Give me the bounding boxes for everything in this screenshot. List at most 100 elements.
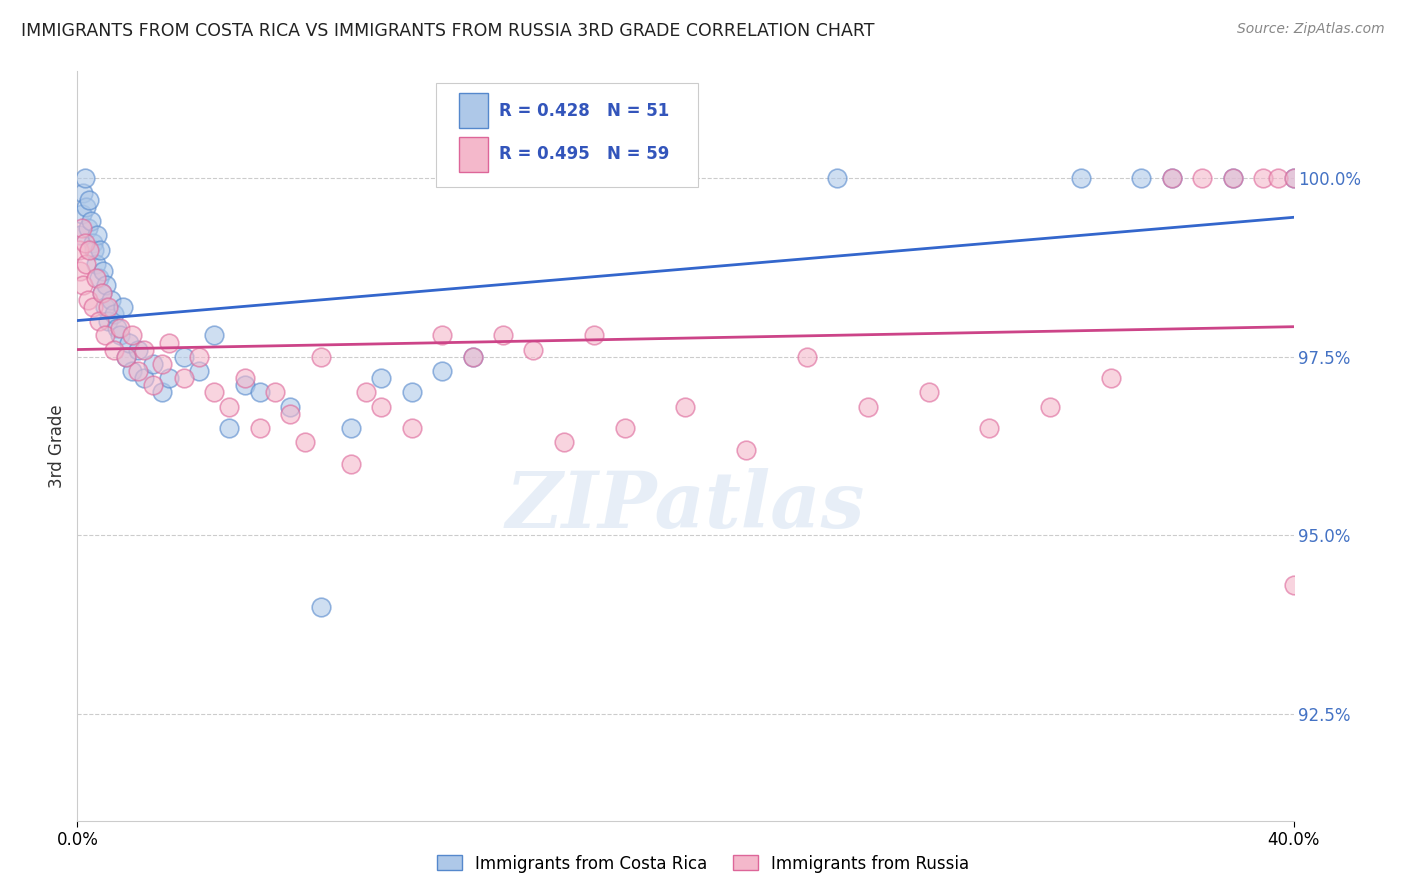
Point: [1282, 578, 1305, 592]
Point: [82, 300, 104, 314]
Point: [127, 364, 149, 378]
Point: [83, 243, 105, 257]
Point: [796, 350, 818, 364]
Point: [73, 235, 96, 250]
Point: [1130, 171, 1153, 186]
Point: [613, 421, 636, 435]
Point: [370, 400, 392, 414]
Point: [84, 257, 107, 271]
Point: [461, 350, 484, 364]
Point: [1161, 171, 1184, 186]
Point: [979, 421, 1001, 435]
Point: [1099, 371, 1122, 385]
Point: [103, 307, 125, 321]
Point: [69, 228, 91, 243]
Point: [86, 228, 108, 243]
Point: [87, 314, 110, 328]
Point: [75, 257, 97, 271]
Text: R = 0.495   N = 59: R = 0.495 N = 59: [499, 145, 669, 163]
Point: [70, 207, 93, 221]
Point: [73, 171, 96, 186]
Point: [173, 371, 195, 385]
Point: [309, 599, 332, 614]
Legend: Immigrants from Costa Rica, Immigrants from Russia: Immigrants from Costa Rica, Immigrants f…: [430, 848, 976, 880]
Point: [1161, 171, 1184, 186]
Point: [79, 243, 101, 257]
Point: [90, 285, 112, 300]
Point: [70, 221, 93, 235]
Point: [188, 350, 211, 364]
Point: [108, 328, 131, 343]
FancyBboxPatch shape: [460, 136, 488, 172]
Point: [72, 278, 94, 293]
Point: [134, 371, 156, 385]
Point: [157, 335, 180, 350]
Point: [401, 421, 423, 435]
Point: [97, 300, 120, 314]
Point: [675, 400, 697, 414]
Point: [340, 421, 363, 435]
Text: Source: ZipAtlas.com: Source: ZipAtlas.com: [1237, 22, 1385, 37]
Point: [111, 300, 134, 314]
Point: [522, 343, 544, 357]
Point: [827, 171, 849, 186]
Point: [278, 407, 301, 421]
Point: [103, 343, 125, 357]
Point: [1251, 171, 1274, 186]
Point: [856, 400, 879, 414]
Point: [77, 221, 100, 235]
Point: [157, 371, 180, 385]
Point: [84, 271, 107, 285]
Point: [134, 343, 156, 357]
Text: IMMIGRANTS FROM COSTA RICA VS IMMIGRANTS FROM RUSSIA 3RD GRADE CORRELATION CHART: IMMIGRANTS FROM COSTA RICA VS IMMIGRANTS…: [21, 22, 875, 40]
Point: [69, 264, 91, 278]
Point: [79, 193, 101, 207]
Point: [188, 364, 211, 378]
Point: [152, 385, 174, 400]
Text: R = 0.428   N = 51: R = 0.428 N = 51: [499, 102, 669, 120]
Point: [82, 235, 104, 250]
Point: [142, 357, 165, 371]
Point: [91, 264, 114, 278]
Point: [218, 421, 240, 435]
Y-axis label: 3rd Grade: 3rd Grade: [48, 404, 66, 488]
Point: [152, 357, 174, 371]
Point: [202, 385, 225, 400]
Point: [96, 278, 118, 293]
Point: [553, 435, 575, 450]
Point: [142, 378, 165, 392]
Point: [105, 321, 128, 335]
Point: [340, 457, 363, 471]
Point: [461, 350, 484, 364]
Point: [75, 200, 97, 214]
Point: [115, 350, 138, 364]
Point: [354, 385, 377, 400]
FancyBboxPatch shape: [436, 83, 697, 187]
Point: [80, 214, 103, 228]
Point: [218, 400, 240, 414]
Point: [97, 314, 120, 328]
Point: [121, 328, 143, 343]
Point: [87, 271, 110, 285]
Point: [309, 350, 332, 364]
Point: [294, 435, 316, 450]
Point: [492, 328, 515, 343]
Point: [278, 400, 301, 414]
Point: [108, 321, 131, 335]
Point: [173, 350, 195, 364]
Point: [370, 371, 392, 385]
Point: [249, 421, 271, 435]
Point: [90, 285, 112, 300]
Point: [89, 243, 111, 257]
Point: [77, 293, 100, 307]
Point: [1070, 171, 1092, 186]
Point: [93, 300, 115, 314]
Point: [233, 371, 256, 385]
Point: [127, 343, 149, 357]
Point: [583, 328, 606, 343]
Point: [72, 186, 94, 200]
FancyBboxPatch shape: [460, 93, 488, 128]
Point: [1267, 171, 1289, 186]
Point: [1039, 400, 1062, 414]
Point: [264, 385, 287, 400]
